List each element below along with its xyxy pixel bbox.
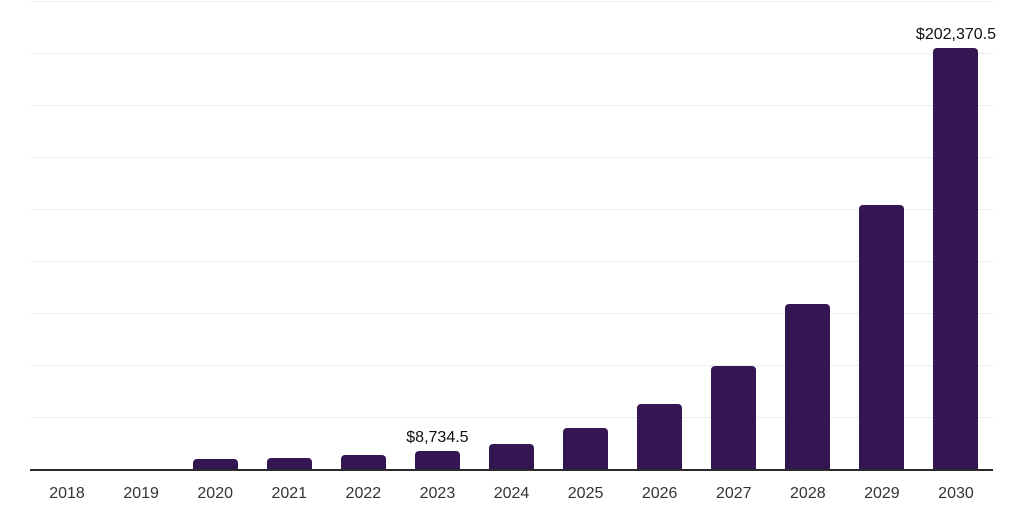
x-tick-2025: 2025 — [567, 485, 604, 502]
gridline — [30, 417, 993, 418]
bar-2021 — [266, 458, 312, 469]
x-tick-2023: 2023 — [419, 485, 456, 502]
gridline — [30, 1, 993, 2]
bar-2026 — [637, 404, 683, 469]
x-tick-2029: 2029 — [864, 485, 900, 502]
gridline — [30, 365, 993, 366]
x-axis-line — [30, 469, 993, 471]
plot-area: $8,734.5 $202,370.5 — [30, 0, 996, 471]
gridline — [30, 105, 993, 106]
x-tick-2019: 2019 — [123, 485, 159, 502]
gridline — [30, 209, 993, 210]
x-tick-2018: 2018 — [49, 485, 85, 502]
gridline — [30, 157, 993, 158]
x-axis-tick-labels: 2018 2019 2020 2021 2022 2023 2024 2025 2026 2027… — [30, 486, 993, 502]
bar-value-label-2030: $202,370.5 — [915, 26, 996, 44]
bar-2024 — [489, 443, 534, 469]
x-tick-2020: 2020 — [197, 485, 233, 502]
x-tick-2022: 2022 — [345, 485, 382, 502]
bar-2025 — [563, 428, 609, 469]
x-tick-2030: 2030 — [938, 485, 974, 502]
bar-2028 — [785, 303, 831, 469]
bar-2020 — [192, 459, 238, 469]
x-tick-2024: 2024 — [493, 485, 530, 502]
bar-value-label-2023: $8,734.5 — [406, 428, 469, 446]
x-tick-2021: 2021 — [271, 485, 308, 502]
gridline — [30, 261, 993, 262]
bar-2030 — [933, 48, 979, 469]
bar-2023 — [414, 450, 460, 469]
bar-2029 — [859, 204, 905, 469]
bar-2022 — [340, 455, 386, 469]
bar-2027 — [711, 365, 757, 469]
x-tick-2027: 2027 — [715, 485, 752, 502]
x-tick-2026: 2026 — [641, 485, 678, 502]
x-tick-2028: 2028 — [790, 485, 826, 502]
gridline — [30, 53, 993, 54]
gridline — [30, 313, 993, 314]
